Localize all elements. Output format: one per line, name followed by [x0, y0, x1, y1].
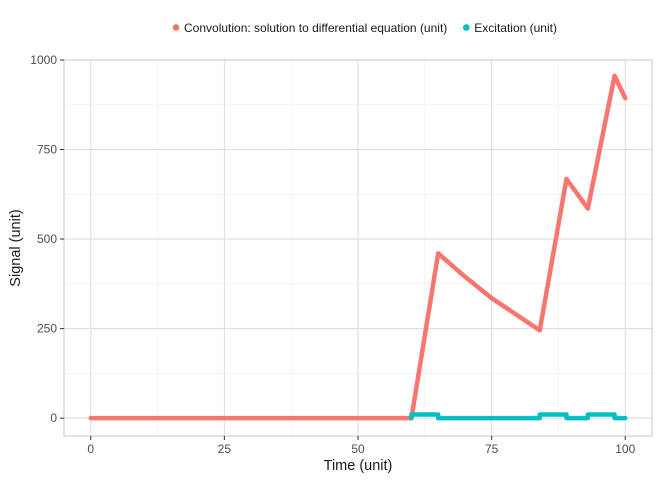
x-axis-title: Time (unit)	[324, 458, 393, 474]
series-line-convolution	[88, 73, 628, 421]
grid	[64, 59, 652, 436]
x-tick-label: 50	[351, 442, 365, 456]
y-tick-label: 250	[37, 322, 57, 336]
y-tick-label: 500	[37, 232, 57, 246]
legend: Convolution: solution to differential eq…	[172, 21, 557, 35]
y-tick-label: 0	[50, 411, 57, 425]
legend-item: Convolution: solution to differential eq…	[172, 21, 447, 35]
series-layer	[88, 73, 628, 421]
x-tick-label: 0	[87, 442, 94, 456]
legend-key-dot	[462, 24, 470, 31]
legend-label: Excitation (unit)	[474, 21, 557, 35]
y-tick-label: 1000	[30, 53, 57, 67]
x-tick-label: 25	[218, 442, 232, 456]
legend-item: Excitation (unit)	[462, 21, 557, 35]
x-tick-label: 75	[485, 442, 499, 456]
y-tick-label: 750	[37, 143, 57, 157]
legend-key-dot	[172, 24, 180, 31]
legend-label: Convolution: solution to differential eq…	[184, 21, 447, 35]
x-tick-label: 100	[615, 442, 635, 456]
y-axis-title: Signal (unit)	[8, 209, 24, 286]
series-line-excitation	[409, 412, 628, 421]
